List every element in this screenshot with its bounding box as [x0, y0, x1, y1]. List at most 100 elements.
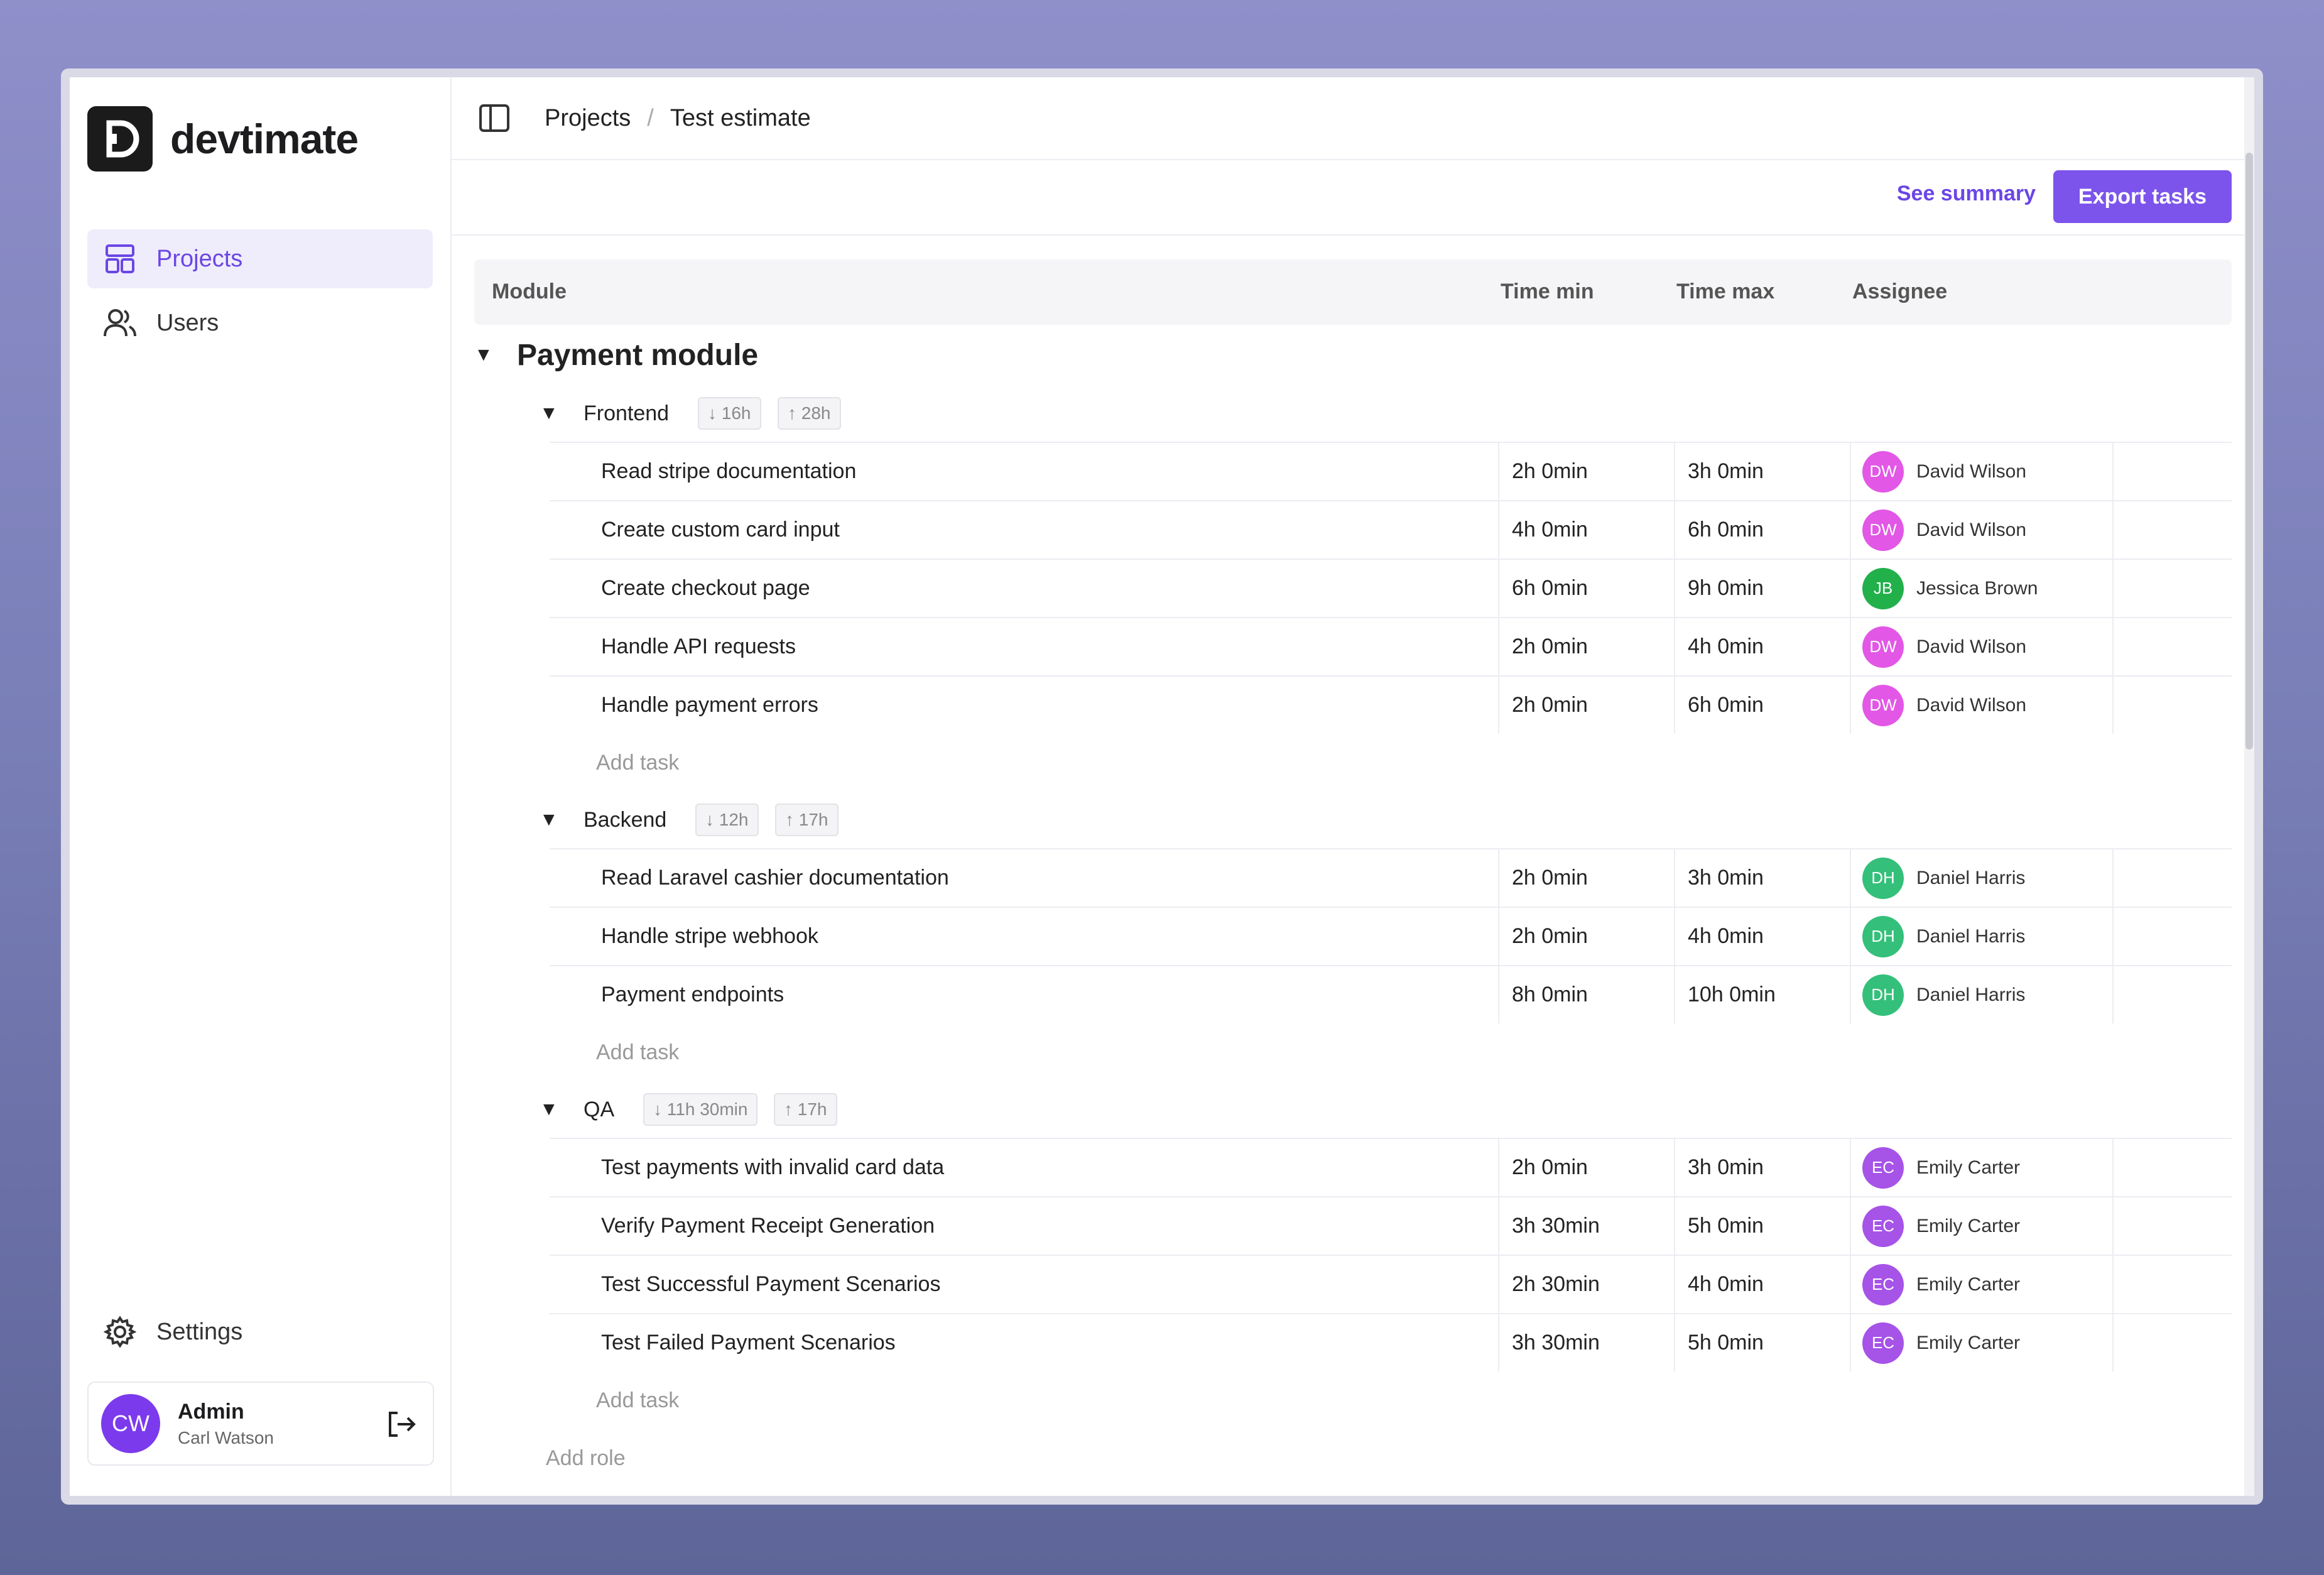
sidebar-item-settings[interactable]: Settings	[87, 1302, 433, 1361]
task-name[interactable]: Test payments with invalid card data	[601, 1155, 945, 1179]
task-assignee[interactable]: DH Daniel Harris	[1850, 966, 2114, 1023]
task-time-min[interactable]: 2h 0min	[1498, 677, 1674, 734]
task-assignee[interactable]: EC Emily Carter	[1850, 1197, 2114, 1255]
add-task-button[interactable]: Add task	[596, 1388, 680, 1412]
layout-icon	[102, 241, 138, 276]
task-time-max[interactable]: 4h 0min	[1674, 618, 1850, 675]
scrollbar[interactable]	[2244, 77, 2254, 1496]
task-name[interactable]: Handle stripe webhook	[601, 924, 818, 948]
user-info: Admin Carl Watson	[178, 1400, 274, 1448]
role-row[interactable]: ▼ Backend ↓ 12h ↑ 17h	[474, 792, 2232, 848]
gear-icon	[102, 1314, 138, 1349]
breadcrumb-projects[interactable]: Projects	[545, 104, 631, 131]
caret-down-icon[interactable]: ▼	[540, 403, 558, 423]
task-name[interactable]: Test Successful Payment Scenarios	[601, 1272, 941, 1296]
table-row[interactable]: Handle stripe webhook 2h 0min 4h 0min DH Dan…	[550, 907, 2232, 965]
task-assignee[interactable]: DW David Wilson	[1850, 618, 2114, 675]
task-time-max[interactable]: 4h 0min	[1674, 1256, 1850, 1313]
task-time-min[interactable]: 3h 30min	[1498, 1197, 1674, 1255]
sidebar-toggle-icon[interactable]	[477, 101, 512, 136]
sidebar-item-label: Users	[156, 309, 219, 336]
task-time-max[interactable]: 6h 0min	[1674, 677, 1850, 734]
task-time-max[interactable]: 3h 0min	[1674, 849, 1850, 907]
task-time-max[interactable]: 10h 0min	[1674, 966, 1850, 1023]
task-assignee[interactable]: EC Emily Carter	[1850, 1314, 2114, 1371]
table-row[interactable]: Handle API requests 2h 0min 4h 0min DW David…	[550, 617, 2232, 675]
table-row[interactable]: Verify Payment Receipt Generation 3h 30mi…	[550, 1196, 2232, 1255]
table-row[interactable]: Test Failed Payment Scenarios 3h 30min 5h …	[550, 1313, 2232, 1371]
task-assignee[interactable]: EC Emily Carter	[1850, 1139, 2114, 1196]
task-name[interactable]: Read Laravel cashier documentation	[601, 866, 949, 890]
task-name[interactable]: Handle payment errors	[601, 693, 818, 717]
task-time-min[interactable]: 8h 0min	[1498, 966, 1674, 1023]
breadcrumb-current: Test estimate	[670, 104, 811, 131]
avatar: DW	[1862, 450, 1904, 493]
table-row[interactable]: Create custom card input 4h 0min 6h 0min DW…	[550, 500, 2232, 559]
logout-icon[interactable]	[384, 1407, 419, 1442]
task-time-max[interactable]: 3h 0min	[1674, 1139, 1850, 1196]
logo[interactable]: devtimate	[87, 106, 359, 172]
task-assignee[interactable]: DW David Wilson	[1850, 443, 2114, 500]
task-name[interactable]: Create custom card input	[601, 518, 840, 542]
table-row[interactable]: Test Successful Payment Scenarios 2h 30mi…	[550, 1255, 2232, 1313]
table-row[interactable]: Handle payment errors 2h 0min 6h 0min DW Dav…	[550, 675, 2232, 734]
sidebar-nav: Projects Users	[87, 229, 433, 357]
task-assignee[interactable]: DW David Wilson	[1850, 501, 2114, 559]
task-assignee[interactable]: DH Daniel Harris	[1850, 908, 2114, 965]
table-row[interactable]: Payment endpoints 8h 0min 10h 0min DH Daniel…	[550, 965, 2232, 1023]
users-icon	[102, 305, 138, 341]
task-time-min[interactable]: 2h 0min	[1498, 443, 1674, 500]
add-task-button[interactable]: Add task	[596, 1040, 680, 1064]
caret-down-icon[interactable]: ▼	[474, 344, 493, 365]
export-tasks-button[interactable]: Export tasks	[2053, 170, 2232, 223]
task-assignee[interactable]: EC Emily Carter	[1850, 1256, 2114, 1313]
assignee-name: Daniel Harris	[1916, 925, 2026, 947]
task-name[interactable]: Payment endpoints	[601, 983, 785, 1006]
estimate-table: Module Time min Time max Assignee ▼ Paym…	[474, 259, 2232, 1487]
table-row[interactable]: Test payments with invalid card data 2h 0…	[550, 1138, 2232, 1196]
task-time-max[interactable]: 5h 0min	[1674, 1314, 1850, 1371]
role-row[interactable]: ▼ Frontend ↓ 16h ↑ 28h	[474, 385, 2232, 442]
avatar: DW	[1862, 509, 1904, 551]
table-header: Module Time min Time max Assignee	[474, 259, 2232, 325]
task-time-min[interactable]: 3h 30min	[1498, 1314, 1674, 1371]
task-assignee[interactable]: JB Jessica Brown	[1850, 560, 2114, 617]
task-name[interactable]: Test Failed Payment Scenarios	[601, 1331, 896, 1354]
task-name[interactable]: Create checkout page	[601, 576, 810, 600]
task-time-min[interactable]: 6h 0min	[1498, 560, 1674, 617]
task-time-min[interactable]: 2h 0min	[1498, 849, 1674, 907]
sidebar-settings: Settings	[87, 1302, 433, 1366]
module-row[interactable]: ▼ Payment module	[474, 325, 2232, 385]
task-time-min[interactable]: 2h 0min	[1498, 1139, 1674, 1196]
table-row[interactable]: Read Laravel cashier documentation 2h 0mi…	[550, 848, 2232, 907]
task-time-max[interactable]: 3h 0min	[1674, 443, 1850, 500]
task-name[interactable]: Handle API requests	[601, 635, 796, 658]
task-time-min[interactable]: 2h 0min	[1498, 618, 1674, 675]
caret-down-icon[interactable]: ▼	[540, 1099, 558, 1120]
see-summary-button[interactable]: See summary	[1896, 182, 2036, 205]
add-role-button[interactable]: Add role	[546, 1446, 626, 1470]
task-assignee[interactable]: DH Daniel Harris	[1850, 849, 2114, 907]
task-assignee[interactable]: DW David Wilson	[1850, 677, 2114, 734]
sidebar-item-users[interactable]: Users	[87, 293, 433, 352]
caret-down-icon[interactable]: ▼	[540, 809, 558, 830]
sidebar-item-projects[interactable]: Projects	[87, 229, 433, 288]
role-title: QA	[584, 1097, 615, 1121]
task-time-min[interactable]: 4h 0min	[1498, 501, 1674, 559]
table-row[interactable]: Read stripe documentation 2h 0min 3h 0min D…	[550, 442, 2232, 500]
table-row[interactable]: Create checkout page 6h 0min 9h 0min JB Jess…	[550, 559, 2232, 617]
task-time-min[interactable]: 2h 30min	[1498, 1256, 1674, 1313]
role-row[interactable]: ▼ QA ↓ 11h 30min ↑ 17h	[474, 1081, 2232, 1138]
task-time-max[interactable]: 4h 0min	[1674, 908, 1850, 965]
add-task-button[interactable]: Add task	[596, 750, 680, 775]
header-module: Module	[492, 280, 567, 303]
task-time-min[interactable]: 2h 0min	[1498, 908, 1674, 965]
task-time-max[interactable]: 9h 0min	[1674, 560, 1850, 617]
task-name[interactable]: Read stripe documentation	[601, 459, 857, 483]
assignee-name: David Wilson	[1916, 694, 2027, 716]
task-name[interactable]: Verify Payment Receipt Generation	[601, 1214, 935, 1238]
task-time-max[interactable]: 5h 0min	[1674, 1197, 1850, 1255]
avatar: CW	[101, 1394, 160, 1453]
task-time-max[interactable]: 6h 0min	[1674, 501, 1850, 559]
scrollbar-thumb[interactable]	[2245, 153, 2253, 749]
